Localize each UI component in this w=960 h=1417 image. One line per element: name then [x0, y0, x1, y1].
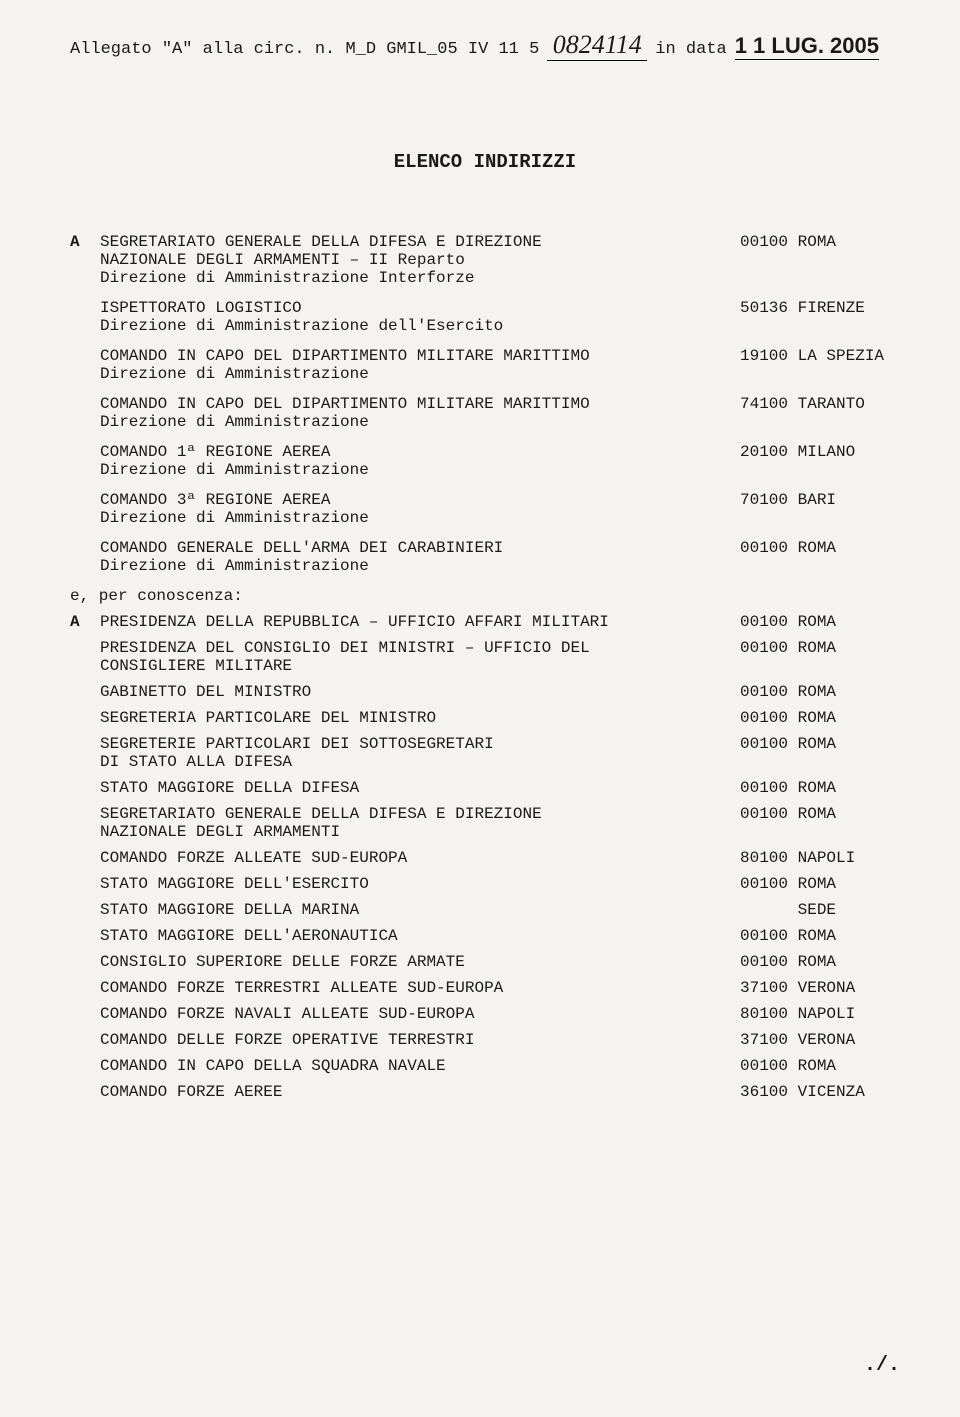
- entry-text: COMANDO GENERALE DELL'ARMA DEI CARABINIE…: [100, 539, 740, 575]
- entry-row: STATO MAGGIORE DELL'AERONAUTICA 00100 RO…: [70, 927, 900, 945]
- header-prefix: Allegato "A" alla circ. n. M_D GMIL_05 I…: [70, 40, 539, 59]
- entry-row: STATO MAGGIORE DELL'ESERCITO 00100 ROMA: [70, 875, 900, 893]
- entry-row: STATO MAGGIORE DELLA DIFESA 00100 ROMA: [70, 779, 900, 797]
- entry-row: COMANDO FORZE NAVALI ALLEATE SUD-EUROPA …: [70, 1005, 900, 1023]
- entry-code: 00100 ROMA: [740, 875, 900, 893]
- entry-text: COMANDO 1ª REGIONE AEREA Direzione di Am…: [100, 443, 740, 479]
- section-marker-a2: A: [70, 613, 100, 631]
- entry-code: 37100 VERONA: [740, 1031, 900, 1049]
- entry-row: COMANDO FORZE AEREE 36100 VICENZA: [70, 1083, 900, 1101]
- entry-code: 00100 ROMA: [740, 233, 900, 251]
- entry-code: 20100 MILANO: [740, 443, 900, 461]
- entry-code: 70100 BARI: [740, 491, 900, 509]
- header-date: 1 1 LUG. 2005: [735, 33, 879, 58]
- entry-row: STATO MAGGIORE DELLA MARINA SEDE: [70, 901, 900, 919]
- entry-code: 00100 ROMA: [740, 613, 900, 631]
- header-in-data: in data: [655, 40, 726, 59]
- document-title: ELENCO INDIRIZZI: [70, 151, 900, 173]
- entry-text: SEGRETARIATO GENERALE DELLA DIFESA E DIR…: [100, 233, 740, 287]
- header-line: Allegato "A" alla circ. n. M_D GMIL_05 I…: [70, 30, 900, 61]
- entry-code: 00100 ROMA: [740, 709, 900, 727]
- section-marker-a: A: [70, 233, 100, 251]
- entry-code: 00100 ROMA: [740, 927, 900, 945]
- entry-text: PRESIDENZA DEL CONSIGLIO DEI MINISTRI – …: [100, 639, 740, 675]
- entry-row: COMANDO IN CAPO DEL DIPARTIMENTO MILITAR…: [70, 347, 900, 383]
- entry-code: 00100 ROMA: [740, 805, 900, 823]
- entry-row: GABINETTO DEL MINISTRO 00100 ROMA: [70, 683, 900, 701]
- entry-row: A PRESIDENZA DELLA REPUBBLICA – UFFICIO …: [70, 613, 900, 631]
- entry-text: COMANDO IN CAPO DEL DIPARTIMENTO MILITAR…: [100, 347, 740, 383]
- entry-row: SEGRETERIA PARTICOLARE DEL MINISTRO 0010…: [70, 709, 900, 727]
- entry-code: 00100 ROMA: [740, 539, 900, 557]
- entry-row: COMANDO FORZE TERRESTRI ALLEATE SUD-EURO…: [70, 979, 900, 997]
- entry-code: 74100 TARANTO: [740, 395, 900, 413]
- entry-text: STATO MAGGIORE DELLA MARINA: [100, 901, 740, 919]
- entry-row: A SEGRETARIATO GENERALE DELLA DIFESA E D…: [70, 233, 900, 287]
- entry-text: COMANDO 3ª REGIONE AEREA Direzione di Am…: [100, 491, 740, 527]
- per-conoscenza: e, per conoscenza:: [70, 587, 900, 605]
- entry-row: COMANDO IN CAPO DELLA SQUADRA NAVALE 001…: [70, 1057, 900, 1075]
- entry-text: SEGRETARIATO GENERALE DELLA DIFESA E DIR…: [100, 805, 740, 841]
- entry-code: 80100 NAPOLI: [740, 849, 900, 867]
- entry-code: SEDE: [740, 901, 900, 919]
- entry-code: 80100 NAPOLI: [740, 1005, 900, 1023]
- header-signature: 0824114: [547, 30, 647, 61]
- entry-code: 00100 ROMA: [740, 683, 900, 701]
- entry-code: 00100 ROMA: [740, 1057, 900, 1075]
- header-date-line: 1 1 LUG. 2005: [735, 33, 879, 60]
- entry-text: COMANDO IN CAPO DEL DIPARTIMENTO MILITAR…: [100, 395, 740, 431]
- entry-text: COMANDO FORZE TERRESTRI ALLEATE SUD-EURO…: [100, 979, 740, 997]
- entry-text: SEGRETERIE PARTICOLARI DEI SOTTOSEGRETAR…: [100, 735, 740, 771]
- entry-text: GABINETTO DEL MINISTRO: [100, 683, 740, 701]
- entry-text: COMANDO DELLE FORZE OPERATIVE TERRESTRI: [100, 1031, 740, 1049]
- entry-row: COMANDO 3ª REGIONE AEREA Direzione di Am…: [70, 491, 900, 527]
- entry-text: SEGRETERIA PARTICOLARE DEL MINISTRO: [100, 709, 740, 727]
- entry-row: COMANDO DELLE FORZE OPERATIVE TERRESTRI …: [70, 1031, 900, 1049]
- entry-code: 00100 ROMA: [740, 735, 900, 753]
- entry-text: CONSIGLIO SUPERIORE DELLE FORZE ARMATE: [100, 953, 740, 971]
- entry-row: ISPETTORATO LOGISTICO Direzione di Ammin…: [70, 299, 900, 335]
- entry-code: 36100 VICENZA: [740, 1083, 900, 1101]
- entry-row: SEGRETERIE PARTICOLARI DEI SOTTOSEGRETAR…: [70, 735, 900, 771]
- entry-code: 37100 VERONA: [740, 979, 900, 997]
- entry-row: COMANDO IN CAPO DEL DIPARTIMENTO MILITAR…: [70, 395, 900, 431]
- entry-row: COMANDO GENERALE DELL'ARMA DEI CARABINIE…: [70, 539, 900, 575]
- entry-code: 19100 LA SPEZIA: [740, 347, 900, 365]
- section-b-container: A PRESIDENZA DELLA REPUBBLICA – UFFICIO …: [70, 613, 900, 1101]
- entry-text: COMANDO FORZE ALLEATE SUD-EUROPA: [100, 849, 740, 867]
- entry-row: COMANDO 1ª REGIONE AEREA Direzione di Am…: [70, 443, 900, 479]
- entry-text: STATO MAGGIORE DELL'AERONAUTICA: [100, 927, 740, 945]
- entry-text: COMANDO IN CAPO DELLA SQUADRA NAVALE: [100, 1057, 740, 1075]
- entry-text: ISPETTORATO LOGISTICO Direzione di Ammin…: [100, 299, 740, 335]
- entry-code: 00100 ROMA: [740, 953, 900, 971]
- entry-text: STATO MAGGIORE DELLA DIFESA: [100, 779, 740, 797]
- entry-text: COMANDO FORZE AEREE: [100, 1083, 740, 1101]
- entry-row: PRESIDENZA DEL CONSIGLIO DEI MINISTRI – …: [70, 639, 900, 675]
- entry-text: STATO MAGGIORE DELL'ESERCITO: [100, 875, 740, 893]
- page-continuation: ./.: [864, 1354, 900, 1377]
- section-a-container: A SEGRETARIATO GENERALE DELLA DIFESA E D…: [70, 233, 900, 575]
- entry-code: 00100 ROMA: [740, 639, 900, 657]
- entry-code: 50136 FIRENZE: [740, 299, 900, 317]
- entry-text: PRESIDENZA DELLA REPUBBLICA – UFFICIO AF…: [100, 613, 740, 631]
- entry-row: SEGRETARIATO GENERALE DELLA DIFESA E DIR…: [70, 805, 900, 841]
- entry-row: COMANDO FORZE ALLEATE SUD-EUROPA 80100 N…: [70, 849, 900, 867]
- entry-row: CONSIGLIO SUPERIORE DELLE FORZE ARMATE 0…: [70, 953, 900, 971]
- entry-text: COMANDO FORZE NAVALI ALLEATE SUD-EUROPA: [100, 1005, 740, 1023]
- entry-code: 00100 ROMA: [740, 779, 900, 797]
